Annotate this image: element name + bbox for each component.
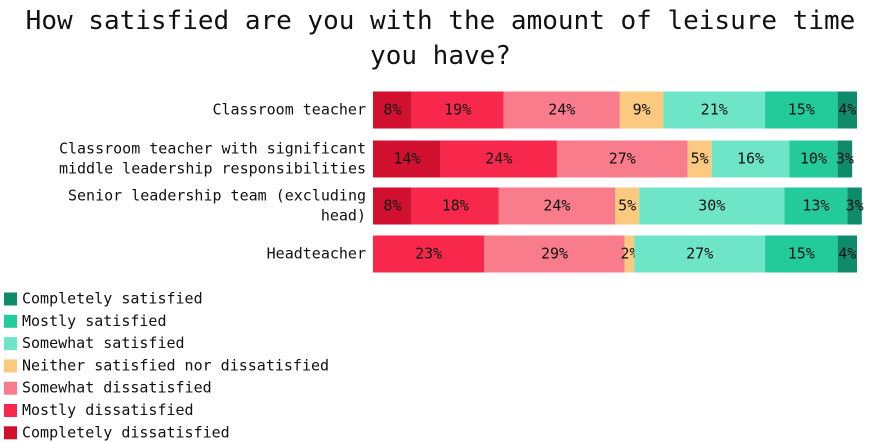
bar-segment (373, 187, 412, 225)
bar-segment (837, 235, 857, 273)
legend-swatch (4, 404, 17, 417)
legend-swatch (4, 337, 17, 351)
category-label: Headteacher (267, 245, 366, 263)
value-label: 4% (838, 245, 856, 263)
value-label: 18% (442, 197, 469, 215)
value-label: 10% (800, 150, 827, 168)
value-label: 23% (415, 245, 442, 263)
value-label: 2% (620, 245, 638, 263)
value-label: 15% (788, 101, 815, 119)
value-label: 19% (444, 101, 471, 119)
bar-segment (663, 91, 766, 129)
value-label: 27% (609, 150, 636, 168)
value-label: 4% (838, 101, 856, 119)
value-label: 14% (393, 150, 420, 168)
bar-segment (711, 140, 790, 178)
bar-segment (619, 91, 664, 129)
value-label: 29% (541, 245, 568, 263)
bar-segment (373, 235, 485, 273)
bar-segment (847, 187, 862, 225)
bar-segment (503, 91, 620, 129)
legend-label: Mostly satisfied (22, 312, 167, 330)
chart-title: How satisfied are you with the amount of… (25, 6, 856, 71)
legend-label: Mostly dissatisfied (22, 401, 194, 419)
category-label: middle leadership responsibilities (59, 160, 366, 178)
value-label: 3% (836, 150, 854, 168)
value-label: 30% (698, 197, 725, 215)
legend-label: Somewhat dissatisfied (22, 379, 212, 397)
value-label: 24% (548, 101, 575, 119)
value-label: 13% (802, 197, 829, 215)
value-label: 15% (788, 245, 815, 263)
bar-segment (615, 187, 640, 225)
legend-swatch (4, 426, 17, 440)
bar-segment (624, 235, 635, 273)
legend-label: Completely dissatisfied (22, 423, 230, 441)
legend-label: Completely satisfied (22, 290, 203, 308)
bar-segment (373, 140, 441, 178)
value-label: 5% (618, 197, 636, 215)
bar-segment (556, 140, 688, 178)
bar-segment (765, 91, 838, 129)
value-label: 9% (633, 101, 651, 119)
value-label: 24% (543, 197, 570, 215)
bar-segment (837, 91, 857, 129)
bar-segment (634, 235, 766, 273)
legend-swatch (4, 292, 17, 306)
bar-segment (411, 187, 499, 225)
legend-swatch (4, 359, 17, 373)
value-label: 8% (383, 101, 401, 119)
bar-segment (687, 140, 712, 178)
value-label: 8% (383, 197, 401, 215)
legend-label: Somewhat satisfied (22, 334, 185, 352)
legend-label: Neither satisfied nor dissatisfied (22, 356, 329, 374)
bar-segment (373, 91, 412, 129)
value-label: 27% (686, 245, 713, 263)
category-label: Classroom teacher with significant (59, 140, 366, 158)
category-label: head) (321, 207, 366, 225)
value-label: 3% (846, 197, 864, 215)
value-label: 5% (691, 150, 709, 168)
value-label: 21% (701, 101, 728, 119)
bar-segment (411, 91, 504, 129)
bar-segment (440, 140, 557, 178)
bar-segment (784, 187, 848, 225)
category-label: Classroom teacher (212, 101, 366, 119)
bar-segment (484, 235, 625, 273)
value-label: 16% (737, 150, 764, 168)
bar-segment (765, 235, 838, 273)
legend-swatch (4, 314, 17, 328)
value-label: 24% (485, 150, 512, 168)
bar-segment (789, 140, 838, 178)
legend-swatch (4, 381, 17, 395)
bar-segment (837, 140, 853, 178)
bar-segment (498, 187, 615, 225)
category-label: Senior leadership team (excluding (68, 187, 366, 205)
bar-segment (639, 187, 785, 225)
